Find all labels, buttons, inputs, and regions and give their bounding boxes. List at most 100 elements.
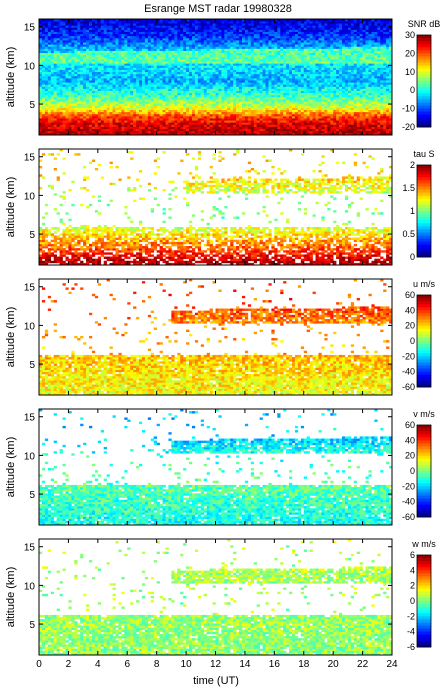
- heatmap-cell: [186, 80, 189, 82]
- heatmap-cell: [274, 49, 277, 51]
- heatmap-cell: [80, 78, 83, 80]
- heatmap-cell: [213, 63, 216, 65]
- heatmap-cell: [383, 99, 386, 101]
- heatmap-cell: [80, 49, 83, 51]
- heatmap-cell: [95, 95, 98, 97]
- heatmap-cell: [351, 89, 354, 91]
- heatmap-cell: [98, 129, 101, 131]
- heatmap-cell: [310, 72, 313, 74]
- heatmap-cell: [192, 108, 195, 110]
- heatmap-cell: [163, 82, 166, 84]
- heatmap-cell: [145, 61, 148, 63]
- heatmap-cell: [86, 95, 89, 97]
- heatmap-cell: [148, 76, 151, 78]
- heatmap-cell: [154, 70, 157, 72]
- heatmap-cell: [57, 101, 60, 103]
- heatmap-cell: [280, 95, 283, 97]
- heatmap-cell: [136, 78, 139, 80]
- heatmap-cell: [371, 68, 374, 70]
- heatmap-cell: [218, 65, 221, 67]
- heatmap-cell: [48, 59, 51, 61]
- heatmap-cell: [377, 78, 380, 80]
- heatmap-cell: [342, 114, 345, 116]
- heatmap-cell: [110, 57, 113, 59]
- heatmap-cell: [371, 105, 374, 107]
- heatmap-cell: [245, 129, 248, 131]
- heatmap-cell: [224, 70, 227, 72]
- heatmap-cell: [289, 101, 292, 103]
- heatmap-cell: [242, 46, 245, 48]
- heatmap-cell: [48, 86, 51, 88]
- heatmap-cell: [124, 51, 127, 53]
- heatmap-cell: [283, 122, 286, 124]
- heatmap-cell: [239, 97, 242, 99]
- heatmap-cell: [113, 97, 116, 99]
- heatmap-cell: [95, 80, 98, 82]
- heatmap-cell: [336, 108, 339, 110]
- heatmap-cell: [336, 116, 339, 118]
- heatmap-cell: [110, 116, 113, 118]
- heatmap-cell: [113, 59, 116, 61]
- heatmap-cell: [342, 89, 345, 91]
- heatmap-cell: [121, 46, 124, 48]
- heatmap-cell: [89, 97, 92, 99]
- heatmap-cell: [377, 49, 380, 51]
- heatmap-cell: [233, 93, 236, 95]
- heatmap-cell: [377, 129, 380, 131]
- heatmap-cell: [313, 97, 316, 99]
- heatmap-cell: [263, 61, 266, 63]
- heatmap-cell: [115, 61, 118, 63]
- heatmap-cell: [363, 70, 366, 72]
- heatmap-cell: [221, 114, 224, 116]
- heatmap-cell: [68, 89, 71, 91]
- heatmap-cell: [118, 101, 121, 103]
- heatmap-cell: [233, 127, 236, 129]
- heatmap-cell: [251, 103, 254, 105]
- heatmap-cell: [60, 95, 63, 97]
- heatmap-cell: [107, 51, 110, 53]
- heatmap-cell: [277, 114, 280, 116]
- heatmap-cell: [186, 78, 189, 80]
- heatmap-cell: [210, 129, 213, 131]
- heatmap-cell: [230, 108, 233, 110]
- heatmap-cell: [304, 49, 307, 51]
- heatmap-cell: [380, 108, 383, 110]
- heatmap-cell: [54, 53, 57, 55]
- heatmap-cell: [45, 65, 48, 67]
- heatmap-cell: [189, 103, 192, 105]
- heatmap-cell: [63, 89, 66, 91]
- heatmap-cell: [145, 112, 148, 114]
- heatmap-cell: [339, 127, 342, 129]
- heatmap-cell: [266, 68, 269, 70]
- heatmap-cell: [266, 70, 269, 72]
- heatmap-cell: [80, 89, 83, 91]
- heatmap-cell: [89, 61, 92, 63]
- heatmap-cell: [248, 76, 251, 78]
- heatmap-cell: [54, 49, 57, 51]
- heatmap-cell: [292, 72, 295, 74]
- heatmap-cell: [57, 74, 60, 76]
- heatmap-cell: [348, 110, 351, 112]
- heatmap-cell: [357, 93, 360, 95]
- heatmap-cell: [221, 86, 224, 88]
- heatmap-cell: [286, 53, 289, 55]
- heatmap-cell: [304, 68, 307, 70]
- heatmap-cell: [168, 65, 171, 67]
- heatmap-cell: [386, 51, 389, 53]
- heatmap-cell: [195, 118, 198, 120]
- heatmap-cell: [68, 122, 71, 124]
- heatmap-cell: [260, 53, 263, 55]
- heatmap-cell: [277, 122, 280, 124]
- heatmap-cell: [65, 116, 68, 118]
- heatmap-cell: [368, 129, 371, 131]
- heatmap-cell: [336, 59, 339, 61]
- heatmap-cell: [157, 78, 160, 80]
- heatmap-cell: [139, 61, 142, 63]
- heatmap-cell: [60, 114, 63, 116]
- heatmap-cell: [233, 76, 236, 78]
- heatmap-cell: [68, 53, 71, 55]
- heatmap-cell: [236, 127, 239, 129]
- heatmap-cell: [183, 46, 186, 48]
- heatmap-cell: [201, 110, 204, 112]
- heatmap-cell: [74, 131, 77, 133]
